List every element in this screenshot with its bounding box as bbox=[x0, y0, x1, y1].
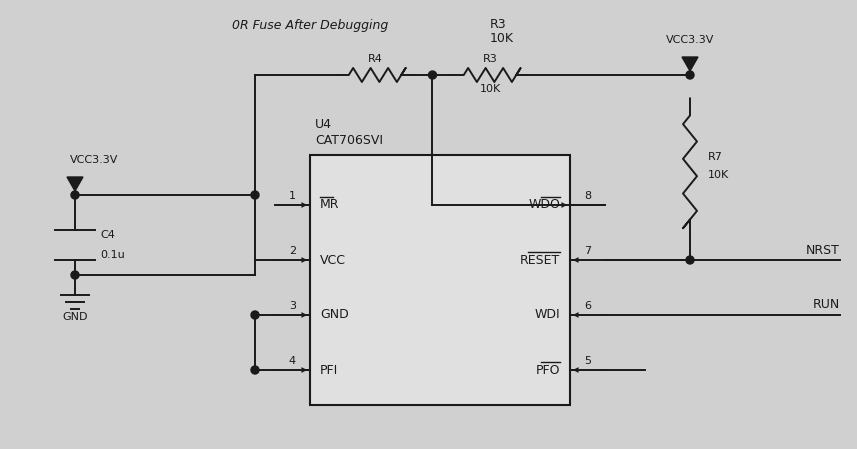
Text: 2: 2 bbox=[289, 246, 296, 256]
Circle shape bbox=[686, 256, 694, 264]
Text: 1: 1 bbox=[289, 191, 296, 201]
Text: PFO: PFO bbox=[536, 364, 560, 377]
Text: 10K: 10K bbox=[479, 84, 500, 94]
Circle shape bbox=[428, 71, 436, 79]
Circle shape bbox=[686, 71, 694, 79]
Text: RUN: RUN bbox=[812, 299, 840, 312]
Text: 5: 5 bbox=[584, 356, 591, 366]
Circle shape bbox=[71, 191, 79, 199]
Text: 4: 4 bbox=[289, 356, 296, 366]
Text: 10K: 10K bbox=[708, 171, 729, 180]
Text: NRST: NRST bbox=[806, 243, 840, 256]
Text: 0.1u: 0.1u bbox=[100, 250, 125, 260]
Text: 3: 3 bbox=[289, 301, 296, 311]
Circle shape bbox=[251, 311, 259, 319]
Text: 6: 6 bbox=[584, 301, 591, 311]
Text: GND: GND bbox=[63, 312, 87, 322]
Text: VCC3.3V: VCC3.3V bbox=[70, 155, 118, 165]
Text: CAT706SVI: CAT706SVI bbox=[315, 133, 383, 146]
Text: 7: 7 bbox=[584, 246, 591, 256]
Text: WDI: WDI bbox=[535, 308, 560, 321]
Polygon shape bbox=[67, 177, 83, 191]
Text: MR: MR bbox=[320, 198, 339, 211]
Text: C4: C4 bbox=[100, 230, 115, 240]
Text: R4: R4 bbox=[368, 54, 382, 64]
Text: R3: R3 bbox=[482, 54, 497, 64]
Text: 0R Fuse After Debugging: 0R Fuse After Debugging bbox=[232, 18, 388, 31]
Text: U4: U4 bbox=[315, 119, 332, 132]
Text: 8: 8 bbox=[584, 191, 591, 201]
Text: 10K: 10K bbox=[490, 31, 514, 44]
Text: VCC: VCC bbox=[320, 254, 346, 267]
Text: PFI: PFI bbox=[320, 364, 339, 377]
Circle shape bbox=[251, 366, 259, 374]
Text: RESET: RESET bbox=[519, 254, 560, 267]
Text: VCC3.3V: VCC3.3V bbox=[666, 35, 714, 45]
Circle shape bbox=[251, 191, 259, 199]
Polygon shape bbox=[682, 57, 698, 71]
Text: GND: GND bbox=[320, 308, 349, 321]
Text: R3: R3 bbox=[490, 18, 506, 31]
Text: WDO: WDO bbox=[528, 198, 560, 211]
Circle shape bbox=[71, 271, 79, 279]
Text: R7: R7 bbox=[708, 153, 722, 163]
Bar bbox=[310, 155, 570, 405]
